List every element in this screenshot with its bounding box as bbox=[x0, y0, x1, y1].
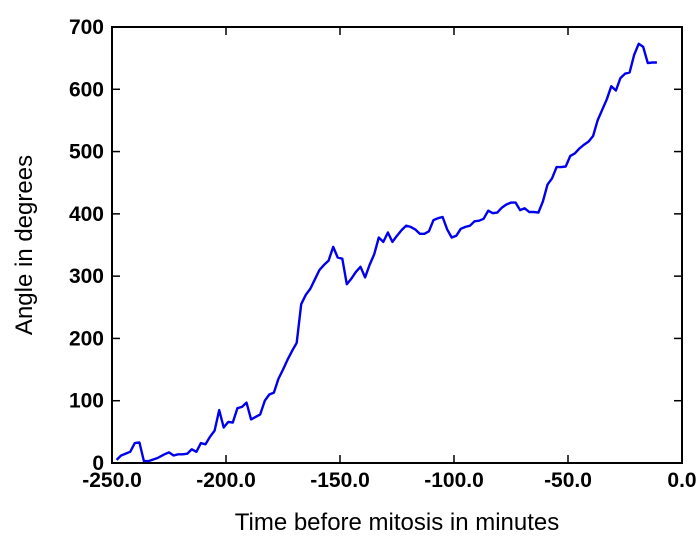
x-tick-label: -100.0 bbox=[424, 469, 484, 492]
x-tick-label: -200.0 bbox=[196, 469, 256, 492]
y-tick-label: 100 bbox=[69, 390, 104, 413]
x-tick-label: 0.0 bbox=[667, 469, 696, 492]
x-axis-label: Time before mitosis in minutes bbox=[235, 509, 560, 536]
y-axis-label: Angle in degrees bbox=[11, 155, 38, 335]
x-tick-label: -250.0 bbox=[82, 469, 142, 492]
x-tick-label: -150.0 bbox=[310, 469, 370, 492]
tick-labels: -250.0 -200.0 -150.0 -100.0 -50.0 0.0 0 100 200 3… bbox=[69, 16, 697, 492]
y-tick-label: 600 bbox=[69, 78, 104, 101]
series-layer bbox=[115, 42, 657, 463]
plot-frame bbox=[111, 26, 683, 464]
y-tick-label: 500 bbox=[69, 141, 104, 164]
x-tick-label: -50.0 bbox=[544, 469, 592, 492]
y-tick-label: 300 bbox=[69, 265, 104, 288]
y-tick-label: 0 bbox=[92, 452, 104, 475]
y-tick-label: 200 bbox=[69, 327, 104, 350]
y-tick-label: 700 bbox=[69, 16, 104, 39]
y-tick-label: 400 bbox=[69, 203, 104, 226]
series-line bbox=[115, 42, 657, 463]
